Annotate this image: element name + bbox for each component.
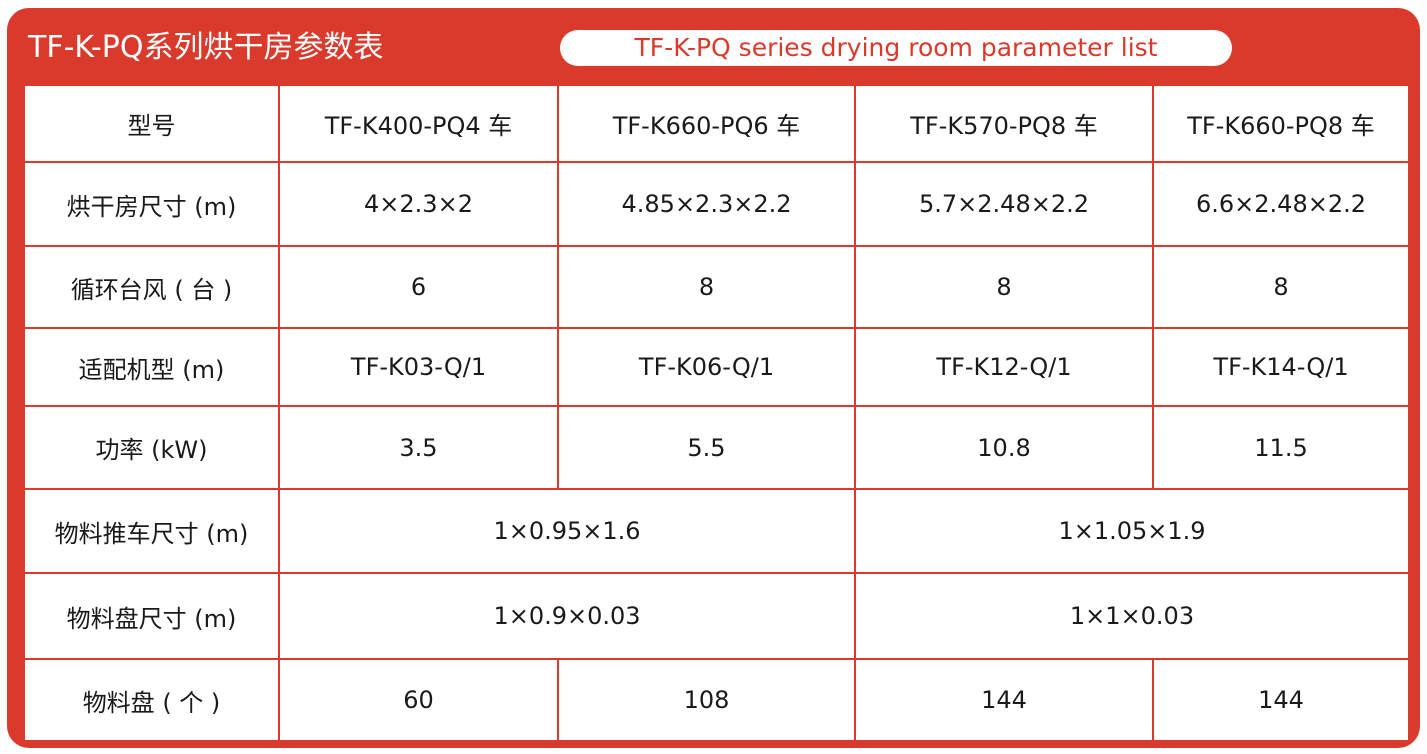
row-label-room-size: 烘干房尺寸 (m) (23, 161, 280, 247)
table-cell: 8 (854, 245, 1154, 329)
table-cell: 5.7×2.48×2.2 (854, 161, 1154, 247)
table-cell: 8 (1152, 245, 1410, 329)
model-cell: TF-K400-PQ4 车 (278, 84, 559, 163)
table-cell: 108 (557, 658, 856, 742)
table-cell: 1×0.9×0.03 (278, 572, 856, 660)
table-cell: 10.8 (854, 405, 1154, 490)
table-row-cart-size: 物料推车尺寸 (m) 1×0.95×1.6 1×1.05×1.9 (23, 488, 1410, 574)
table-row-model: 型号 TF-K400-PQ4 车 TF-K660-PQ6 车 TF-K570-P… (23, 84, 1410, 163)
table-row-machine: 适配机型 (m) TF-K03-Q/1 TF-K06-Q/1 TF-K12-Q/… (23, 327, 1410, 407)
table-cell: 6 (278, 245, 559, 329)
table-cell: 4.85×2.3×2.2 (557, 161, 856, 247)
table-cell: 6.6×2.48×2.2 (1152, 161, 1410, 247)
parameter-card: TF-K-PQ系列烘干房参数表 TF-K-PQ series drying ro… (7, 8, 1420, 748)
table-cell: 8 (557, 245, 856, 329)
table-cell: TF-K06-Q/1 (557, 327, 856, 407)
row-label-tray-count: 物料盘 ( 个 ) (23, 658, 280, 742)
table-row-fans: 循环台风 ( 台 ) 6 8 8 8 (23, 245, 1410, 329)
table-cell: 60 (278, 658, 559, 742)
table-cell: 1×1×0.03 (854, 572, 1410, 660)
table-row-room-size: 烘干房尺寸 (m) 4×2.3×2 4.85×2.3×2.2 5.7×2.48×… (23, 161, 1410, 247)
table-cell: 11.5 (1152, 405, 1410, 490)
table-cell: TF-K12-Q/1 (854, 327, 1154, 407)
model-cell: TF-K660-PQ6 车 (557, 84, 856, 163)
page-title: TF-K-PQ系列烘干房参数表 (28, 30, 384, 65)
table-cell: TF-K14-Q/1 (1152, 327, 1410, 407)
table-cell: TF-K03-Q/1 (278, 327, 559, 407)
row-label-power: 功率 (kW) (23, 405, 280, 490)
row-label-fans: 循环台风 ( 台 ) (23, 245, 280, 329)
row-label-model: 型号 (23, 84, 280, 163)
model-cell: TF-K570-PQ8 车 (854, 84, 1154, 163)
table-row-tray-size: 物料盘尺寸 (m) 1×0.9×0.03 1×1×0.03 (23, 572, 1410, 660)
table-cell: 144 (854, 658, 1154, 742)
table-row-power: 功率 (kW) 3.5 5.5 10.8 11.5 (23, 405, 1410, 490)
table-cell: 1×1.05×1.9 (854, 488, 1410, 574)
table-cell: 144 (1152, 658, 1410, 742)
row-label-tray-size: 物料盘尺寸 (m) (23, 572, 280, 660)
row-label-cart-size: 物料推车尺寸 (m) (23, 488, 280, 574)
table-cell: 3.5 (278, 405, 559, 490)
table-cell: 4×2.3×2 (278, 161, 559, 247)
row-label-machine: 适配机型 (m) (23, 327, 280, 407)
parameter-table: 型号 TF-K400-PQ4 车 TF-K660-PQ6 车 TF-K570-P… (23, 84, 1410, 742)
model-cell: TF-K660-PQ8 车 (1152, 84, 1410, 163)
english-title-pill: TF-K-PQ series drying room parameter lis… (560, 30, 1232, 66)
table-cell: 1×0.95×1.6 (278, 488, 856, 574)
table-row-tray-count: 物料盘 ( 个 ) 60 108 144 144 (23, 658, 1410, 742)
table-cell: 5.5 (557, 405, 856, 490)
